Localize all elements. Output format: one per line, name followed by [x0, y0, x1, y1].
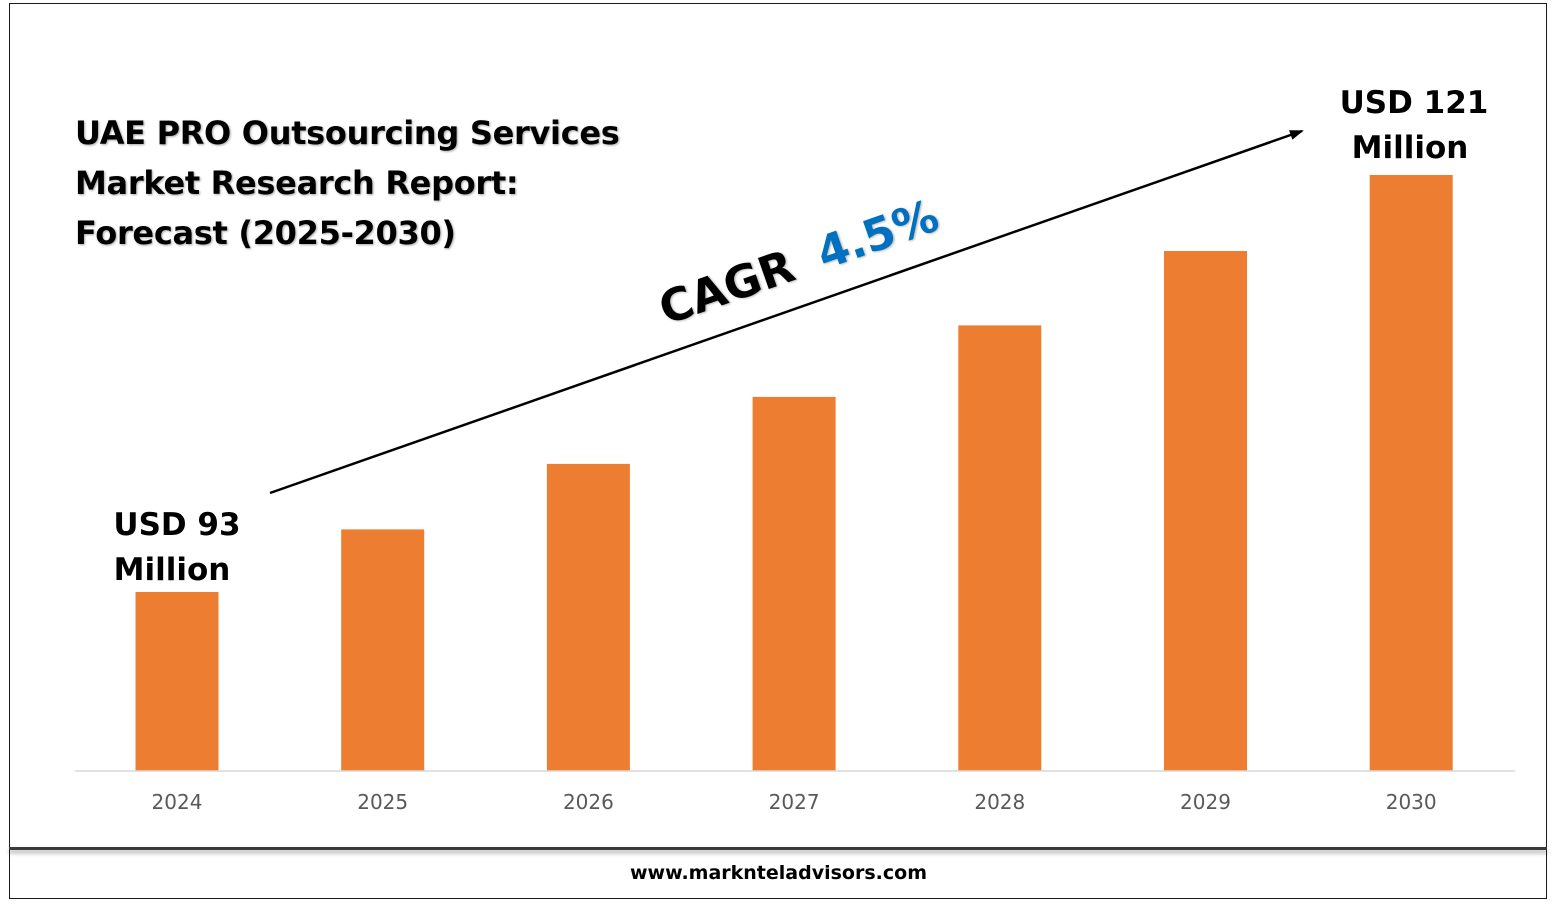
footer-divider	[9, 847, 1547, 850]
bar-2028	[958, 325, 1042, 771]
cagr-prefix: CAGR	[652, 239, 801, 335]
chart-frame	[9, 3, 1547, 899]
x-tick-2028: 2028	[974, 790, 1025, 814]
bar-2024	[135, 592, 219, 771]
x-tick-2029: 2029	[1180, 790, 1231, 814]
x-tick-2030: 2030	[1386, 790, 1437, 814]
bar-2030	[1369, 175, 1453, 771]
x-tick-2025: 2025	[357, 790, 408, 814]
cagr-label: CAGR 4.5%	[652, 189, 945, 336]
x-tick-2026: 2026	[563, 790, 614, 814]
end-value-line-1: USD 121	[1340, 85, 1489, 121]
bars-group	[135, 175, 1453, 771]
title-line-1: UAE PRO Outsourcing Services	[75, 114, 620, 152]
bar-2025	[341, 529, 425, 771]
bar-2027	[752, 396, 836, 771]
x-tick-2024: 2024	[152, 790, 203, 814]
cagr-value: 4.5%	[810, 189, 945, 280]
x-tick-labels: 2024 2025 2026 2027 2028 2029 2030	[152, 790, 1437, 814]
title-line-2: Market Research Report:	[75, 164, 519, 202]
growth-arrow	[269, 129, 1304, 495]
title-line-3: Forecast (2025-2030)	[75, 214, 456, 252]
footer-website[interactable]: www.marknteladvisors.com	[630, 862, 927, 884]
end-value-line-2: Million	[1352, 130, 1469, 166]
bar-2029	[1164, 251, 1247, 771]
chart-title: UAE PRO Outsourcing Services Market Rese…	[75, 108, 620, 258]
x-tick-2027: 2027	[769, 790, 820, 814]
bar-2026	[546, 463, 630, 771]
start-value-line-1: USD 93	[113, 507, 240, 543]
start-value-line-2: Million	[114, 552, 231, 588]
